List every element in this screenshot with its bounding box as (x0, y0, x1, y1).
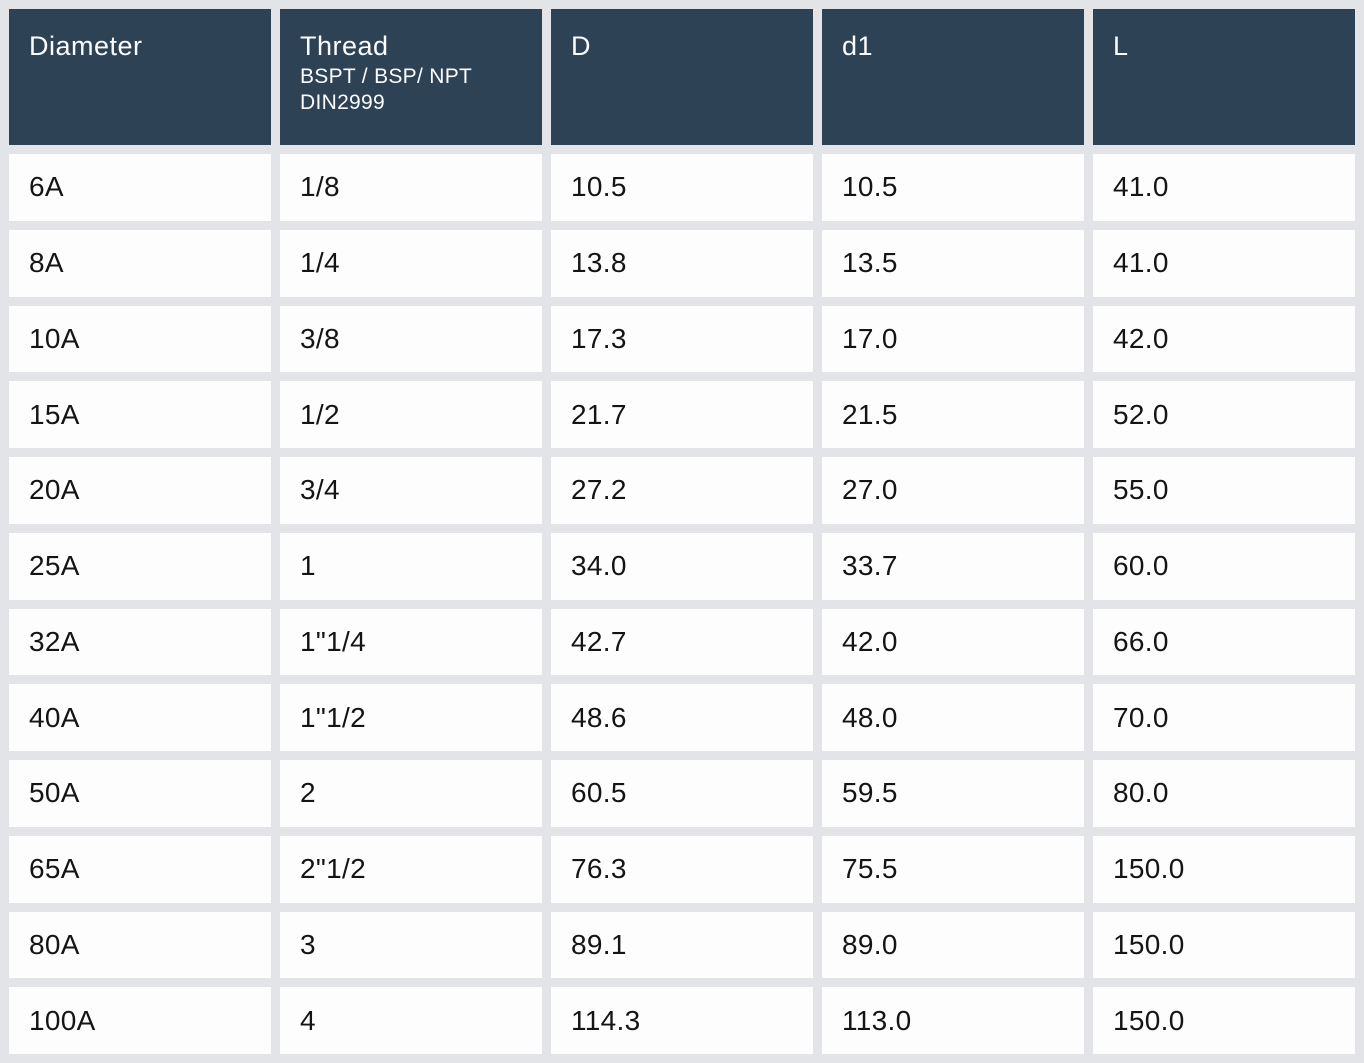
table-row: 100A 4 114.3 113.0 150.0 (9, 987, 1355, 1054)
column-header-l: L (1093, 9, 1355, 145)
table-cell: 10.5 (822, 154, 1084, 221)
column-header-label: Diameter (29, 31, 143, 61)
table-cell: 76.3 (551, 835, 813, 903)
table-cell: 10.5 (551, 154, 813, 221)
table-cell: 15A (9, 381, 271, 448)
table-body: 6A 1/8 10.5 10.5 41.0 8A 1/4 13.8 13.5 41.0 10A 3/8… (9, 154, 1355, 1054)
table-cell: 41.0 (1093, 229, 1355, 297)
column-header-label: Thread (300, 31, 389, 61)
table-cell: 41.0 (1093, 154, 1355, 221)
table-cell: 27.0 (822, 457, 1084, 524)
column-header-thread: Thread BSPT / BSP/ NPT DIN2999 (280, 9, 542, 145)
table-row: 6A 1/8 10.5 10.5 41.0 (9, 154, 1355, 221)
table-cell: 59.5 (822, 760, 1084, 827)
column-header-subtitle: DIN2999 (300, 91, 385, 114)
table-cell: 48.0 (822, 684, 1084, 751)
table-cell: 114.3 (551, 987, 813, 1054)
table-row: 10A 3/8 17.3 17.0 42.0 (9, 305, 1355, 373)
table-cell: 13.5 (822, 229, 1084, 297)
table-cell: 42.0 (822, 608, 1084, 676)
table-cell: 17.0 (822, 305, 1084, 373)
table-row: 25A 1 34.0 33.7 60.0 (9, 532, 1355, 600)
table-cell: 27.2 (551, 457, 813, 524)
table-row: 15A 1/2 21.7 21.5 52.0 (9, 381, 1355, 448)
table-row: 40A 1"1/2 48.6 48.0 70.0 (9, 684, 1355, 751)
table-cell: 2"1/2 (280, 835, 542, 903)
table-cell: 89.1 (551, 911, 813, 979)
table-cell: 60.5 (551, 760, 813, 827)
table-cell: 1 (280, 532, 542, 600)
column-header-label: D (571, 31, 591, 61)
table-cell: 3/8 (280, 305, 542, 373)
table-cell: 65A (9, 835, 271, 903)
table-cell: 70.0 (1093, 684, 1355, 751)
table-cell: 80.0 (1093, 760, 1355, 827)
table-cell: 55.0 (1093, 457, 1355, 524)
table-cell: 17.3 (551, 305, 813, 373)
table-cell: 42.7 (551, 608, 813, 676)
column-header-diameter: Diameter (9, 9, 271, 145)
table-cell: 34.0 (551, 532, 813, 600)
table-row: 20A 3/4 27.2 27.0 55.0 (9, 457, 1355, 524)
table-row: 65A 2"1/2 76.3 75.5 150.0 (9, 835, 1355, 903)
table-cell: 1"1/4 (280, 608, 542, 676)
table-cell: 3 (280, 911, 542, 979)
table-row: 32A 1"1/4 42.7 42.0 66.0 (9, 608, 1355, 676)
table-cell: 50A (9, 760, 271, 827)
table-cell: 2 (280, 760, 542, 827)
table-cell: 66.0 (1093, 608, 1355, 676)
column-header-d: D (551, 9, 813, 145)
table-cell: 113.0 (822, 987, 1084, 1054)
table-cell: 21.5 (822, 381, 1084, 448)
table-row: 80A 3 89.1 89.0 150.0 (9, 911, 1355, 979)
table-cell: 1/2 (280, 381, 542, 448)
table-cell: 4 (280, 987, 542, 1054)
table-cell: 75.5 (822, 835, 1084, 903)
table-cell: 100A (9, 987, 271, 1054)
table-cell: 42.0 (1093, 305, 1355, 373)
table-cell: 52.0 (1093, 381, 1355, 448)
table-cell: 21.7 (551, 381, 813, 448)
table-cell: 60.0 (1093, 532, 1355, 600)
table-cell: 3/4 (280, 457, 542, 524)
table-cell: 1/4 (280, 229, 542, 297)
column-header-label: L (1113, 31, 1129, 61)
column-header-label: d1 (842, 31, 874, 61)
table-cell: 150.0 (1093, 835, 1355, 903)
column-header-d1: d1 (822, 9, 1084, 145)
table-cell: 150.0 (1093, 911, 1355, 979)
column-header-subtitle: BSPT / BSP/ NPT (300, 65, 473, 88)
table-cell: 32A (9, 608, 271, 676)
table-row: 8A 1/4 13.8 13.5 41.0 (9, 229, 1355, 297)
table-cell: 6A (9, 154, 271, 221)
table-cell: 40A (9, 684, 271, 751)
table-cell: 20A (9, 457, 271, 524)
table-cell: 33.7 (822, 532, 1084, 600)
table-cell: 10A (9, 305, 271, 373)
table-cell: 25A (9, 532, 271, 600)
table-row: 50A 2 60.5 59.5 80.0 (9, 760, 1355, 827)
header-row: Diameter Thread BSPT / BSP/ NPT DIN2999 … (9, 9, 1355, 145)
table-cell: 150.0 (1093, 987, 1355, 1054)
table-cell: 80A (9, 911, 271, 979)
table-cell: 1"1/2 (280, 684, 542, 751)
table-cell: 89.0 (822, 911, 1084, 979)
table-cell: 1/8 (280, 154, 542, 221)
table-header: Diameter Thread BSPT / BSP/ NPT DIN2999 … (9, 9, 1355, 145)
table-cell: 48.6 (551, 684, 813, 751)
table-cell: 13.8 (551, 229, 813, 297)
table-cell: 8A (9, 229, 271, 297)
